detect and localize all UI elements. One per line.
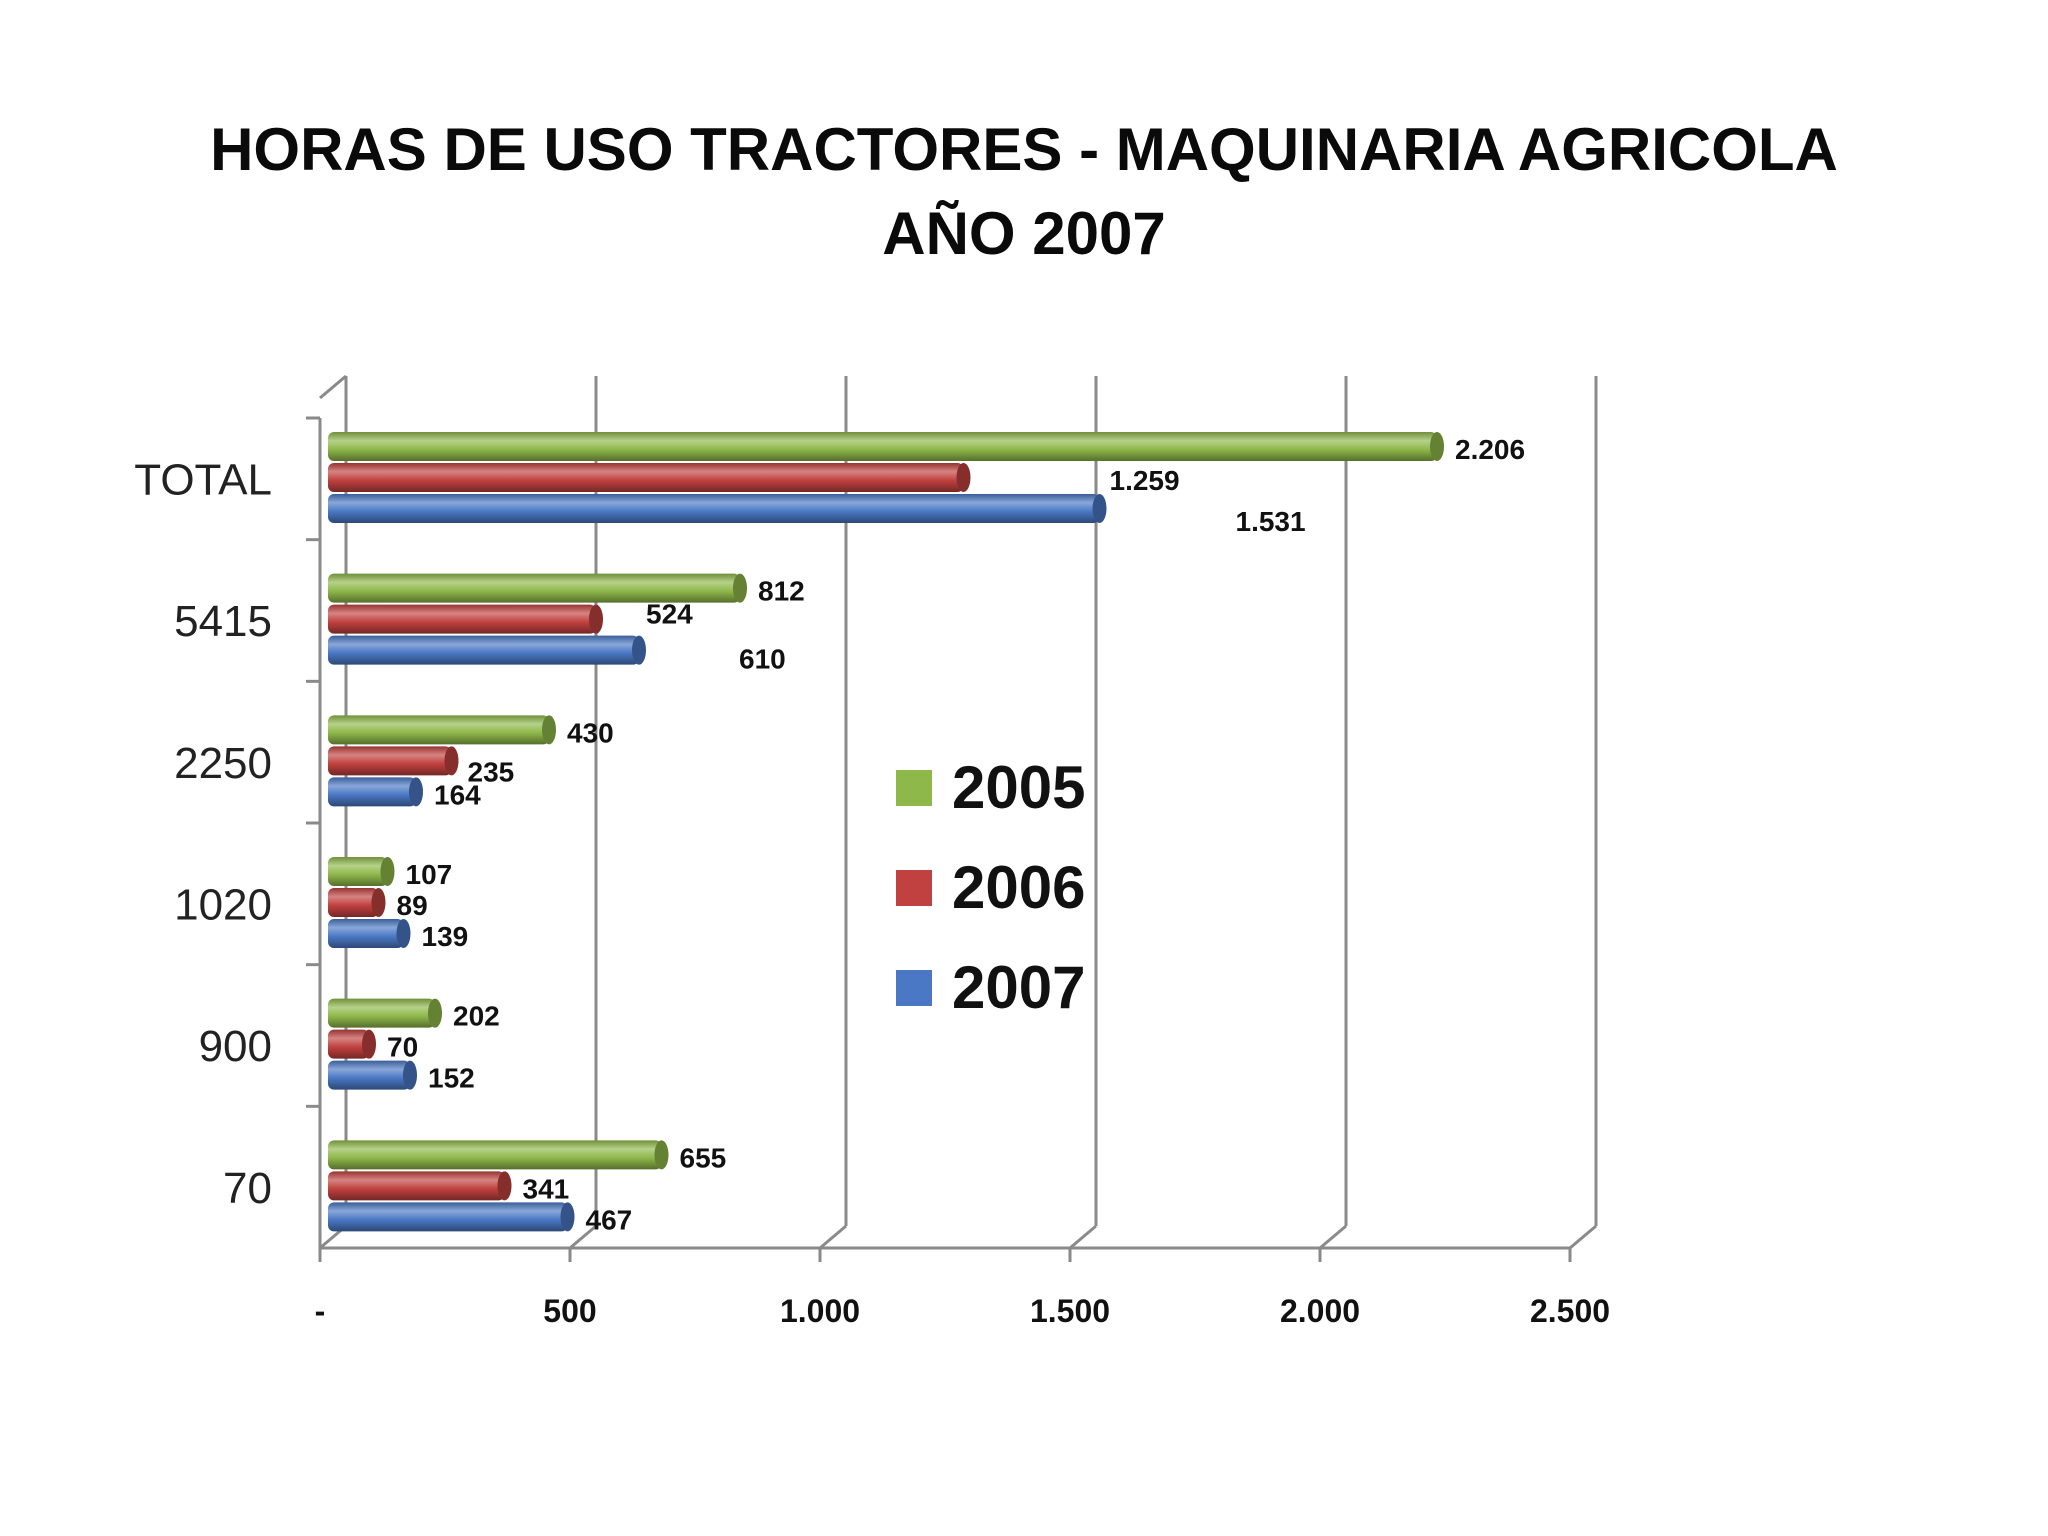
gridline-depth — [1569, 1224, 1597, 1250]
value-label: 152 — [428, 1063, 475, 1094]
chart-title-line1: HORAS DE USO TRACTORES - MAQUINARIA AGRI… — [210, 116, 1838, 183]
category-label: TOTAL — [134, 456, 272, 505]
legend-swatch-2005 — [896, 770, 932, 806]
value-label: 610 — [739, 644, 786, 675]
bar-2006 — [328, 1029, 369, 1059]
x-tick-label: 1.500 — [1030, 1293, 1110, 1329]
value-label: 430 — [567, 717, 614, 748]
bar-cap-2007 — [560, 1202, 575, 1232]
gridline-depth — [569, 1224, 597, 1250]
value-label: 341 — [523, 1173, 570, 1204]
bar-cap-2006 — [956, 463, 971, 492]
bar-cap-2005 — [733, 573, 747, 603]
value-label: 139 — [422, 921, 469, 952]
value-label: 70 — [387, 1032, 418, 1063]
bar-cap-2006 — [589, 604, 603, 634]
bar-2005 — [328, 1140, 662, 1170]
bar-2006 — [328, 888, 379, 917]
bar-cap-2006 — [444, 746, 459, 776]
value-label: 812 — [758, 576, 805, 607]
legend: 2005 2006 2007 — [896, 754, 1085, 1021]
bar-2005 — [328, 432, 1437, 461]
bar-cap-2007 — [396, 919, 411, 948]
x-tick-label: 2.500 — [1530, 1293, 1610, 1329]
bar-2005 — [328, 998, 435, 1028]
bar-cap-2005 — [542, 715, 556, 745]
bar-2007 — [328, 635, 639, 665]
value-label: 235 — [468, 756, 515, 787]
legend-label-2006: 2006 — [952, 854, 1085, 921]
bar-2007 — [328, 1060, 410, 1090]
gridline-depth — [819, 1224, 847, 1250]
bar-2006 — [328, 1171, 505, 1201]
legend-swatch-2006 — [896, 870, 932, 906]
bar-cap-2005 — [1430, 432, 1444, 461]
category-label: 2250 — [174, 739, 272, 788]
bar-cap-2006 — [371, 888, 386, 917]
value-label: 467 — [586, 1204, 633, 1235]
bar-cap-2007 — [409, 777, 423, 807]
bar-2006 — [328, 463, 964, 492]
value-label: 1.259 — [1110, 465, 1180, 496]
bars — [328, 432, 1444, 1232]
x-tick-label: 1.000 — [780, 1293, 860, 1329]
chart-title: HORAS DE USO TRACTORES - MAQUINARIA AGRI… — [0, 108, 2048, 276]
value-label: 2.206 — [1455, 434, 1525, 465]
bar-2005 — [328, 715, 549, 745]
bar-2007 — [328, 777, 416, 807]
bar-cap-2005 — [654, 1140, 669, 1170]
value-label: 1.531 — [1236, 506, 1306, 537]
gridline-depth — [1319, 1224, 1347, 1250]
bar-cap-2007 — [1092, 494, 1107, 523]
bar-cap-2006 — [497, 1171, 512, 1201]
wall-depth-top — [319, 374, 347, 400]
value-label: 164 — [434, 779, 481, 810]
bar-cap-2007 — [403, 1060, 417, 1090]
chart-title-line2: AÑO 2007 — [882, 200, 1166, 267]
bar-cap-2005 — [380, 857, 395, 886]
bar-2006 — [328, 746, 452, 776]
value-label: 202 — [453, 1001, 500, 1032]
bar-2007 — [328, 1202, 568, 1232]
bar-cap-2005 — [428, 998, 442, 1028]
value-label: 89 — [397, 890, 428, 921]
bar-2007 — [328, 919, 404, 948]
x-tick-label: 2.000 — [1280, 1293, 1360, 1329]
legend-label-2005: 2005 — [952, 754, 1085, 821]
labels: - 500 1.000 1.500 2.000 2.500 TOTAL 2.206 1.259 1… — [134, 434, 1610, 1329]
bar-2005 — [328, 857, 388, 886]
legend-label-2007: 2007 — [952, 954, 1085, 1021]
value-label: 524 — [646, 599, 693, 630]
x-tick-label: - — [315, 1293, 326, 1329]
category-label: 900 — [199, 1022, 272, 1071]
category-label: 5415 — [174, 597, 272, 646]
bar-2007 — [328, 494, 1100, 523]
bar-cap-2006 — [362, 1029, 376, 1059]
value-label: 107 — [406, 859, 453, 890]
bar-2006 — [328, 604, 596, 634]
bar-cap-2007 — [632, 635, 646, 665]
gridline-depth — [1069, 1224, 1097, 1250]
category-label: 70 — [223, 1164, 272, 1213]
category-label: 1020 — [174, 881, 272, 930]
x-tick-label: 500 — [543, 1293, 596, 1329]
value-label: 655 — [680, 1142, 727, 1173]
bar-2005 — [328, 573, 740, 603]
legend-swatch-2007 — [896, 970, 932, 1006]
